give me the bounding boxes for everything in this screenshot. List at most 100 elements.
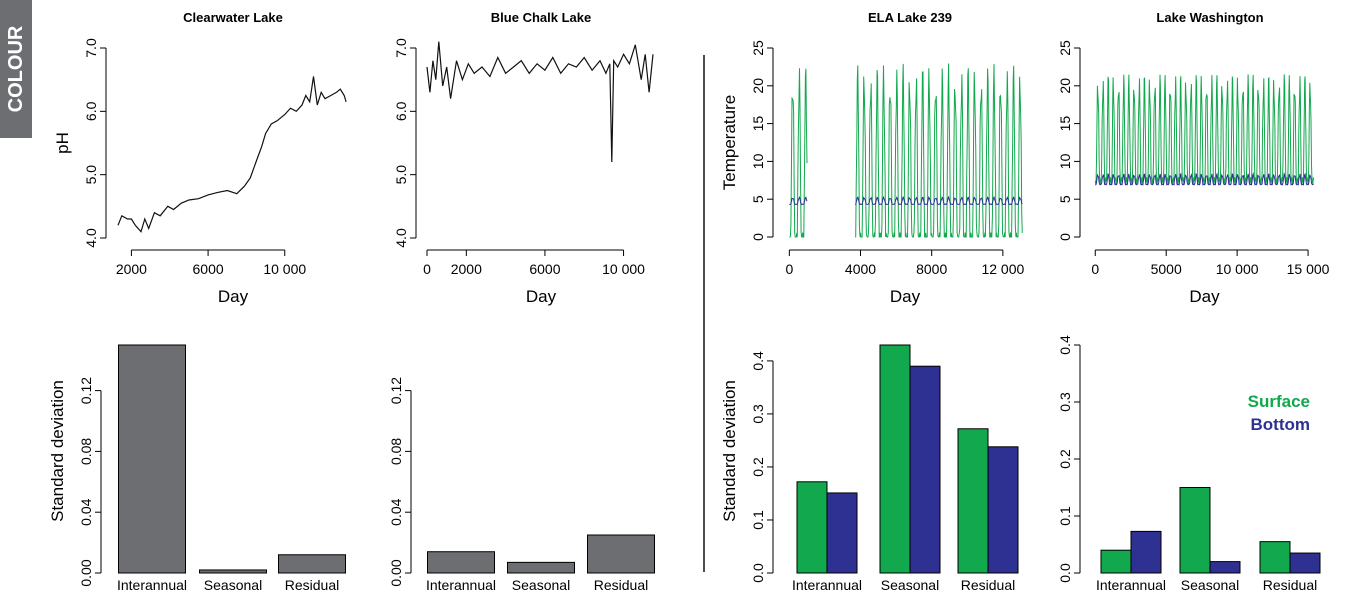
category-label: Interannual [117, 577, 187, 593]
y-tick-label: 25 [750, 40, 766, 56]
y-tick-label: 4.0 [83, 228, 99, 248]
y-tick-label: 10 [750, 153, 766, 169]
bar-seasonal-0 [507, 561, 575, 574]
y-tick-label: 0.2 [1057, 449, 1073, 469]
bar-residual-1 [987, 446, 1019, 574]
category-label: Interannual [426, 577, 496, 593]
y-tick-label: 0.2 [750, 457, 766, 477]
y-tick-label: 0.4 [750, 351, 766, 371]
x-tick-label: 6000 [529, 261, 560, 277]
chart-title: Lake Washington [1156, 10, 1263, 25]
y-tick-label: 0.0 [1057, 563, 1073, 583]
category-label: Residual [285, 577, 339, 593]
y-tick-label: 0.1 [750, 510, 766, 530]
x-axis-label: Day [890, 287, 921, 306]
category-label: Residual [1263, 577, 1317, 593]
x-tick-label: 2000 [451, 261, 482, 277]
y-tick-label: 5.0 [83, 165, 99, 185]
y-tick-label: 0.04 [78, 498, 94, 525]
bar-interannual-0 [796, 481, 828, 574]
chart-bluechalk-ph: Blue Chalk Lake 4.0 5.0 6.0 7.0 0 2000 6000 10 0… [393, 10, 654, 306]
y-axis-label: pH [53, 132, 72, 154]
y-tick-label: 6.0 [83, 101, 99, 121]
series-line-0-seg-0 [1094, 74, 1315, 185]
category-label: Seasonal [881, 577, 939, 593]
x-axis-label: Day [526, 287, 557, 306]
category-label: Residual [594, 577, 648, 593]
bar-interannual-0 [1100, 549, 1132, 574]
side-label-box [0, 0, 32, 138]
y-tick-label: 0.08 [388, 438, 404, 465]
category-label: Seasonal [1181, 577, 1239, 593]
bar-interannual-0 [118, 344, 186, 574]
y-tick-label: 0.12 [78, 377, 94, 404]
bar-seasonal-1 [1209, 561, 1241, 574]
category-label: Seasonal [204, 577, 262, 593]
y-tick-label: 0.00 [78, 559, 94, 586]
category-label: Interannual [792, 577, 862, 593]
y-tick-label: 25 [1057, 40, 1073, 56]
x-axis-label: Day [1189, 287, 1220, 306]
bar-interannual-1 [826, 492, 858, 574]
y-tick-label: 0 [1057, 233, 1073, 241]
y-axis-label: Temperature [720, 95, 739, 190]
y-tick-label: 0.3 [1057, 392, 1073, 412]
series-line-0-seg-0 [789, 68, 808, 238]
bar-seasonal-1 [909, 365, 941, 574]
y-tick-label: 20 [1057, 78, 1073, 94]
x-tick-label: 10 000 [602, 261, 645, 277]
y-tick-label: 5 [1057, 195, 1073, 203]
series-line-0 [426, 41, 654, 163]
y-tick-label: 15 [1057, 116, 1073, 132]
y-axis-label: Standard deviation [48, 380, 67, 522]
y-tick-label: 0.00 [388, 559, 404, 586]
bar-interannual-0 [427, 551, 495, 574]
chart-washington-sd: 0.0 0.1 0.2 0.3 0.4 Interannual Seasonal Residu… [1057, 335, 1321, 593]
bar-residual-0 [1259, 541, 1291, 574]
chart-clearwater-ph: Clearwater Lake 4.0 5.0 6.0 7.0 pH 2000 6000 10 … [53, 10, 347, 306]
x-axis-label: Day [218, 287, 249, 306]
y-tick-label: 6.0 [393, 101, 409, 121]
bar-residual-0 [587, 534, 655, 574]
y-tick-label: 0 [750, 233, 766, 241]
x-tick-label: 4000 [845, 261, 876, 277]
y-tick-label: 0.0 [750, 563, 766, 583]
bar-residual-1 [1289, 552, 1321, 574]
y-tick-label: 20 [750, 78, 766, 94]
y-tick-label: 0.1 [1057, 506, 1073, 526]
x-tick-label: 10 000 [1216, 261, 1259, 277]
chart-title: Clearwater Lake [183, 10, 283, 25]
y-tick-label: 0.12 [388, 377, 404, 404]
y-tick-label: 15 [750, 116, 766, 132]
category-label: Seasonal [512, 577, 570, 593]
chart-washington-temp: Lake Washington 0 5 10 15 20 25 0 5000 10 000 15 0… [1057, 10, 1330, 306]
x-tick-label: 0 [785, 261, 793, 277]
y-tick-label: 0.3 [750, 404, 766, 424]
y-tick-label: 4.0 [393, 228, 409, 248]
bar-residual-0 [278, 554, 346, 574]
y-tick-label: 10 [1057, 153, 1073, 169]
x-tick-label: 12 000 [981, 261, 1024, 277]
y-tick-label: 5 [750, 195, 766, 203]
category-label: Residual [961, 577, 1015, 593]
x-tick-label: 6000 [193, 261, 224, 277]
y-tick-label: 0.4 [1057, 335, 1073, 355]
series-line-0-seg-1 [855, 63, 1023, 238]
category-label: Interannual [1096, 577, 1166, 593]
y-tick-label: 5.0 [393, 165, 409, 185]
x-tick-label: 8000 [916, 261, 947, 277]
y-tick-label: 0.04 [388, 498, 404, 525]
chart-title: ELA Lake 239 [868, 10, 952, 25]
x-tick-label: 15 000 [1287, 261, 1330, 277]
x-tick-label: 0 [423, 261, 431, 277]
y-tick-label: 0.08 [78, 438, 94, 465]
bar-seasonal-0 [1179, 487, 1211, 574]
legend-entry-surface: Surface [1248, 392, 1310, 411]
series-line-1-seg-0 [789, 195, 808, 206]
series-line-0 [117, 76, 347, 233]
bar-seasonal-0 [879, 344, 911, 574]
chart-bluechalk-sd: 0.00 0.04 0.08 0.12 Interannual Seasonal Resid… [388, 377, 655, 593]
chart-clearwater-sd: 0.00 0.04 0.08 0.12 Standard deviation Intera… [48, 344, 346, 593]
